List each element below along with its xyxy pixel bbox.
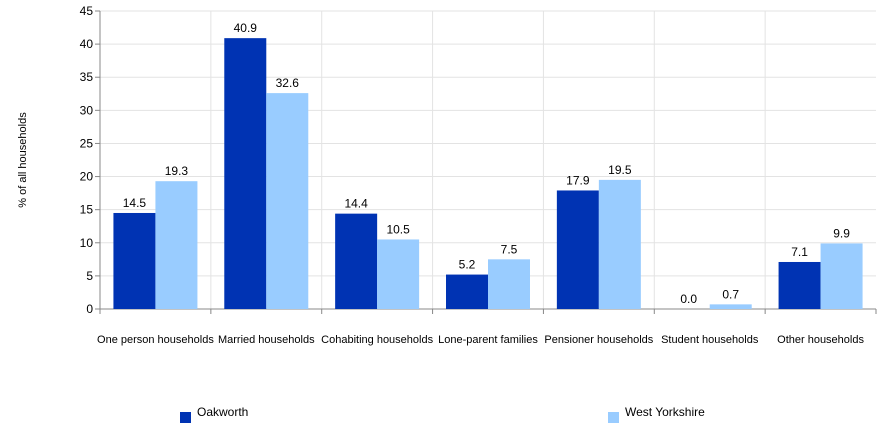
y-axis-title: % of all households	[17, 112, 29, 208]
bar-west-yorkshire	[266, 93, 309, 309]
data-label: 10.5	[386, 222, 410, 236]
data-labels: 14.5 19.3 40.9 32.6 14.4 10.5 5.2 7.5 17.9 19.5 0.…	[123, 21, 850, 306]
bar-oakworth	[446, 274, 488, 309]
data-label: 17.9	[566, 173, 590, 187]
data-label: 19.5	[608, 163, 632, 177]
y-tick-label: 15	[80, 203, 94, 217]
y-tick-label: 30	[80, 103, 94, 117]
x-category-label: Other households	[777, 334, 864, 346]
x-category-label: Pensioner households	[544, 334, 653, 346]
bar-west-yorkshire	[488, 259, 530, 309]
y-tick-label: 20	[80, 170, 94, 184]
legend-swatch	[608, 412, 619, 423]
y-tick-label: 40	[80, 37, 94, 51]
data-label: 40.9	[234, 21, 258, 35]
data-label: 0.7	[722, 287, 739, 301]
axes: 0 5 10 15 20 25 30 35 40 45 One person households M…	[80, 4, 877, 346]
data-label: 7.5	[501, 242, 518, 256]
data-label: 7.1	[791, 245, 808, 259]
bar-oakworth	[224, 38, 267, 309]
bar-west-yorkshire	[155, 181, 198, 309]
legend: Oakworth West Yorkshire	[180, 405, 705, 423]
y-tick-label: 0	[86, 302, 93, 316]
bar-west-yorkshire	[377, 239, 420, 309]
bars	[113, 38, 863, 309]
x-category-label: Lone-parent families	[438, 334, 538, 346]
bar-west-yorkshire	[709, 304, 752, 309]
y-tick-label: 35	[80, 70, 94, 84]
legend-swatch	[180, 412, 191, 423]
y-tick-label: 45	[80, 4, 94, 18]
bar-west-yorkshire	[820, 243, 863, 309]
data-label: 19.3	[165, 164, 189, 178]
data-label: 32.6	[276, 76, 300, 90]
data-label: 9.9	[833, 226, 850, 240]
bar-oakworth	[778, 261, 821, 309]
data-label: 0.0	[680, 292, 697, 306]
x-category-label: One person households	[97, 334, 214, 346]
data-label: 5.2	[459, 258, 476, 272]
bar-oakworth	[113, 212, 156, 309]
y-tick-label: 10	[80, 236, 94, 250]
bar-oakworth	[335, 213, 378, 309]
y-tick-label: 5	[86, 269, 93, 283]
legend-label: West Yorkshire	[625, 405, 705, 419]
data-label: 14.4	[344, 197, 368, 211]
x-category-label: Married households	[218, 334, 315, 346]
legend-label: Oakworth	[197, 405, 248, 419]
x-category-label: Cohabiting households	[321, 334, 433, 346]
y-tick-label: 25	[80, 136, 94, 150]
bar-west-yorkshire	[598, 179, 641, 309]
x-category-label: Student households	[661, 334, 759, 346]
data-label: 14.5	[123, 196, 147, 210]
bar-oakworth	[556, 190, 599, 309]
